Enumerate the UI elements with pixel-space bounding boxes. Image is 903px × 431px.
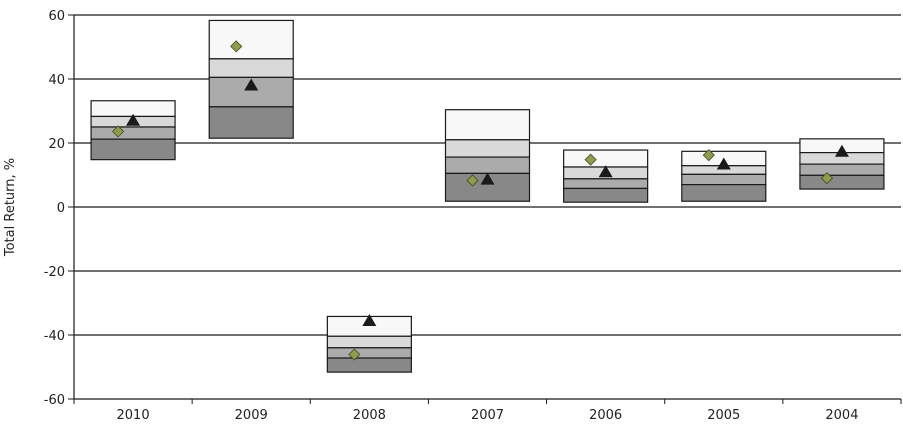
box-band-2010-4 [90,138,176,161]
x-tick-label-2006: 2006 [589,408,622,423]
y-tick-label: -40 [44,329,65,344]
gridlines [74,14,901,400]
triangle-marker-2010 [126,113,141,126]
box-band-2004-4 [799,174,885,190]
triangle-marker-2005 [716,157,731,170]
box-band-2009-4 [208,106,294,139]
x-tick-label-2010: 2010 [117,408,150,423]
triangle-marker-2006 [598,165,613,178]
box-band-2008-4 [326,357,412,373]
series-markers [112,40,849,361]
quartile-boxes [90,19,885,373]
x-tick-label-2009: 2009 [235,408,268,423]
y-tick-label: 0 [57,201,65,216]
box-band-2007-2 [444,139,531,158]
y-tick-label: -60 [44,393,65,408]
diamond-marker-2006 [584,153,597,166]
box-band-2009-2 [208,58,294,78]
box-band-2009-1 [208,19,294,60]
box-band-2005-4 [681,184,767,202]
x-tick-label-2005: 2005 [707,408,740,423]
box-band-2004-3 [799,163,885,176]
triangle-marker-2008 [362,314,377,327]
y-tick-label: 40 [48,73,65,88]
triangle-marker-2007 [480,172,495,185]
diamond-marker-2009 [230,40,243,53]
diamond-marker-2010 [112,125,125,138]
box-band-2010-3 [90,126,176,140]
x-tick-labels: 2010 2009 2008 2007 2006 2005 2004 [117,408,859,423]
axes [68,14,902,404]
diamond-marker-2004 [820,172,833,185]
box-2007 [444,109,531,202]
box-band-2008-3 [326,347,412,359]
y-tick-label: 60 [48,9,65,24]
y-axis-label: Total Return, % [3,158,18,257]
box-band-2007-3 [444,156,531,175]
box-band-2006-4 [563,187,649,203]
y-tick-label: -20 [44,265,65,280]
y-tick-label: 20 [48,137,65,152]
box-2005 [681,150,767,202]
box-band-2006-1 [563,149,649,168]
x-tick-label-2007: 2007 [471,408,504,423]
y-tick-labels: 60 40 20 0 -20 -40 -60 [44,9,65,408]
triangle-marker-2009 [244,78,259,91]
diamond-marker-2008 [348,348,361,361]
box-band-2007-1 [444,109,531,141]
diamond-marker-2007 [466,174,479,187]
box-band-2006-3 [563,178,649,190]
box-band-2008-2 [326,335,412,349]
box-2009 [208,19,294,139]
box-band-2005-3 [681,173,767,186]
box-2010 [90,100,176,161]
diamond-marker-2005 [702,149,715,162]
x-tick-label-2004: 2004 [825,408,858,423]
x-tick-label-2008: 2008 [353,408,386,423]
triangle-marker-2004 [834,144,849,157]
